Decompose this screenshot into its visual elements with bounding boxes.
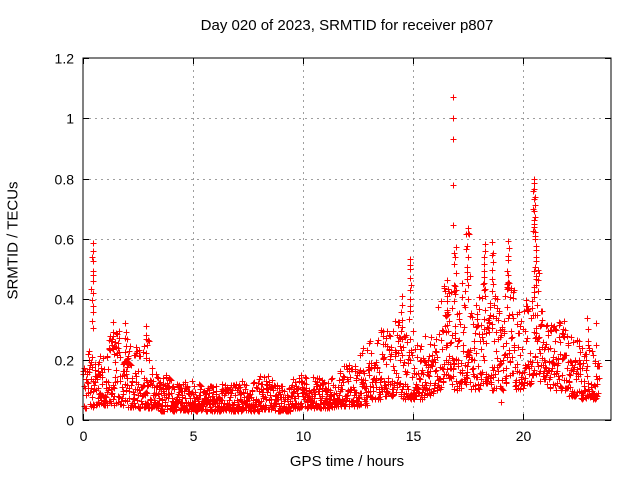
x-tick-label: 20 bbox=[516, 428, 532, 444]
x-tick-label: 0 bbox=[80, 428, 88, 444]
x-tick-label: 5 bbox=[190, 428, 198, 444]
y-tick-label: 0.2 bbox=[55, 353, 75, 369]
chart-title: Day 020 of 2023, SRMTID for receiver p80… bbox=[200, 17, 494, 34]
y-tick-label: 0 bbox=[66, 413, 74, 429]
y-tick-label: 0.4 bbox=[55, 292, 75, 308]
y-axis-label: SRMTID / TECUs bbox=[4, 181, 22, 300]
x-tick-label: 10 bbox=[296, 428, 312, 444]
plot-border bbox=[82, 57, 612, 421]
y-tick-label: 0.6 bbox=[55, 232, 75, 248]
tick-labels: 0 5 10 15 20 0 0.2 0.4 0.6 0.8 1 1.2 bbox=[55, 51, 532, 445]
grid-lines bbox=[83, 58, 611, 420]
data-points bbox=[80, 94, 603, 415]
scatter-markers bbox=[80, 94, 603, 415]
x-axis-label: GPS time / hours bbox=[289, 453, 405, 470]
y-tick-label: 0.8 bbox=[55, 172, 75, 188]
y-tick-label: 1.2 bbox=[55, 51, 75, 67]
y-tick-label: 1 bbox=[66, 111, 74, 127]
x-tick-label: 15 bbox=[406, 428, 422, 444]
